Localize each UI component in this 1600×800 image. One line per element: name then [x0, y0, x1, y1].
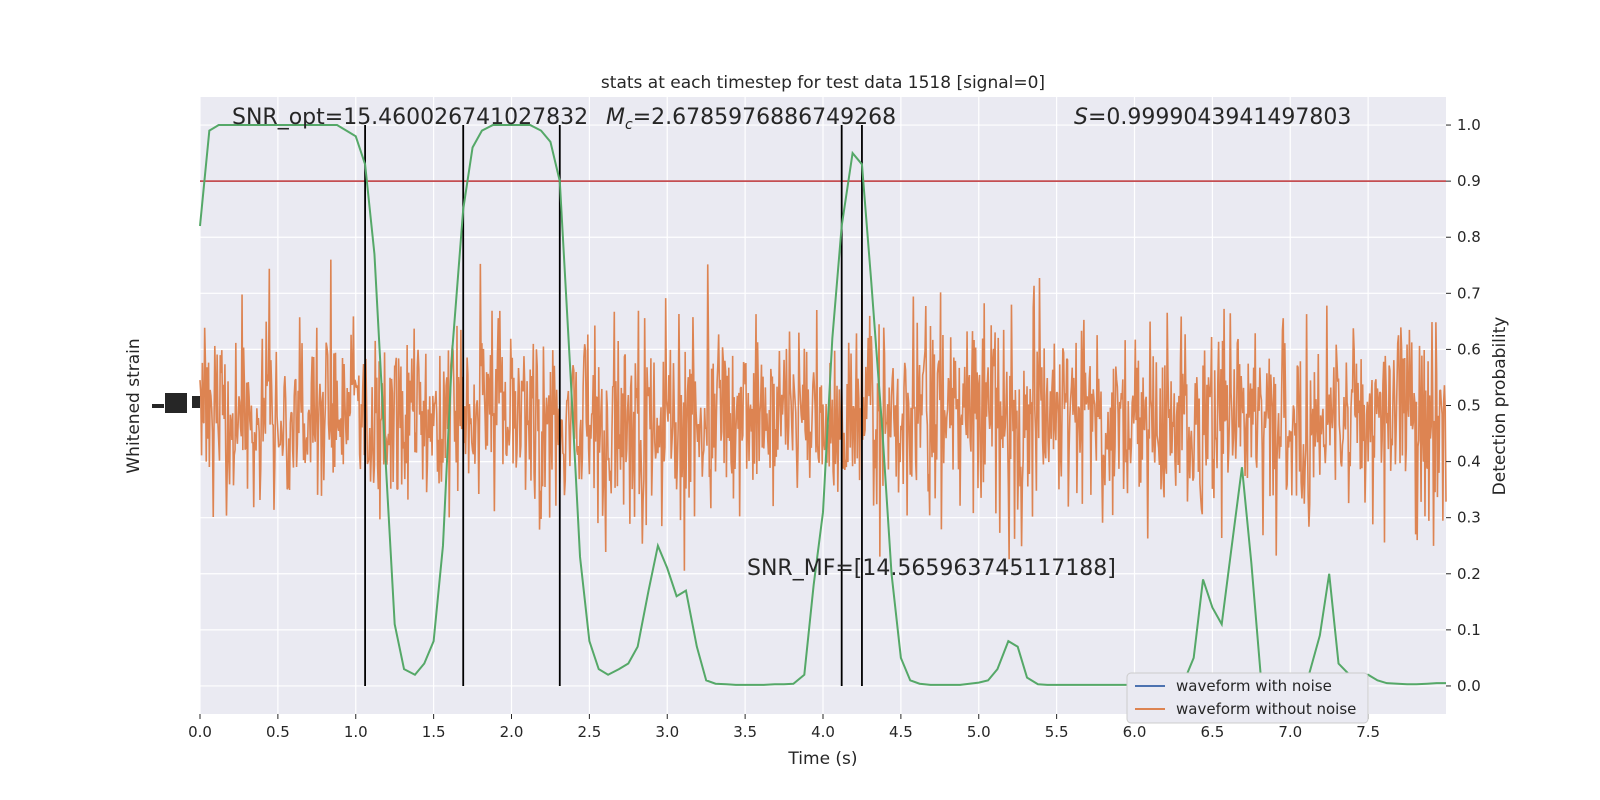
- x-tick-label: 3.5: [733, 723, 757, 741]
- x-tick-label: 6.5: [1200, 723, 1224, 741]
- legend-box: [1126, 672, 1369, 724]
- x-tick-label: 7.5: [1356, 723, 1380, 741]
- y-tick-label-right: 0.6: [1457, 340, 1481, 358]
- y-tick-label-right: 0.1: [1457, 621, 1481, 639]
- snr-opt-annotation: SNR_opt=15.460026741027832: [232, 105, 588, 130]
- s-value: =0.9999043941497803: [1088, 105, 1351, 130]
- chirp-mass-annotation: Mc=2.6785976886749268: [606, 105, 896, 133]
- detection-probability-series: [199, 124, 1446, 686]
- x-tick-label: 7.0: [1278, 723, 1302, 741]
- snr-mf-annotation: SNR_MF=[14.565963745117188]: [747, 556, 1116, 581]
- y-tick-label-right: 0.4: [1457, 453, 1481, 471]
- y-tick-label-right: 1.0: [1457, 116, 1481, 134]
- s-symbol: S: [1074, 105, 1088, 130]
- x-tick-label: 0.0: [188, 723, 212, 741]
- x-tick-label: 2.0: [500, 723, 524, 741]
- x-axis-title: Time (s): [787, 749, 857, 769]
- x-tick-label: 4.5: [889, 723, 913, 741]
- x-tick-label: 1.5: [422, 723, 446, 741]
- x-tick-label: 5.5: [1045, 723, 1069, 741]
- s-annotation: S=0.9999043941497803: [1074, 105, 1351, 130]
- x-tick-label: 5.0: [967, 723, 991, 741]
- x-tick-label: 3.0: [655, 723, 679, 741]
- strain-trace: [199, 259, 1447, 571]
- y-tick-label-right: 0.5: [1457, 397, 1481, 415]
- chart-title: stats at each timestep for test data 151…: [601, 73, 1045, 93]
- y-tick-label-right: 0.3: [1457, 509, 1481, 527]
- legend-label-with-noise: waveform with noise: [1176, 677, 1332, 695]
- y-tick-label-right: 0.9: [1457, 172, 1481, 190]
- legend-label-without-noise: waveform without noise: [1176, 700, 1356, 718]
- chirp-mass-subscript: c: [625, 117, 633, 133]
- x-tick-label: 1.0: [344, 723, 368, 741]
- y-axis-title-left: Whitened strain: [124, 338, 144, 473]
- y-axis-title-right: Detection probability: [1490, 317, 1510, 496]
- probability-line: [199, 124, 1446, 686]
- legend: waveform with noise waveform without noi…: [1126, 672, 1369, 724]
- y-tick-label-right: 0.7: [1457, 284, 1481, 302]
- y-tick-label-right: 0.8: [1457, 228, 1481, 246]
- y-tick-label-right: 0.0: [1457, 677, 1481, 695]
- x-tick-label: 6.0: [1123, 723, 1147, 741]
- x-tick-label: 0.5: [266, 723, 290, 741]
- chirp-mass-symbol: M: [606, 105, 625, 130]
- x-tick-label: 2.5: [577, 723, 601, 741]
- axis-ticks: 0.0 0.5 1.0 1.5 2.0 2.5 3.0 3.5 4.0 4.5 5.0 5.5 6.0 6…: [188, 116, 1481, 741]
- y-tick-label-right: 0.2: [1457, 565, 1481, 583]
- left-axis-ticks-cluster: [152, 393, 200, 413]
- whitened-strain-series: [199, 259, 1447, 571]
- chirp-mass-value: =2.6785976886749268: [633, 105, 896, 130]
- x-tick-label: 4.0: [811, 723, 835, 741]
